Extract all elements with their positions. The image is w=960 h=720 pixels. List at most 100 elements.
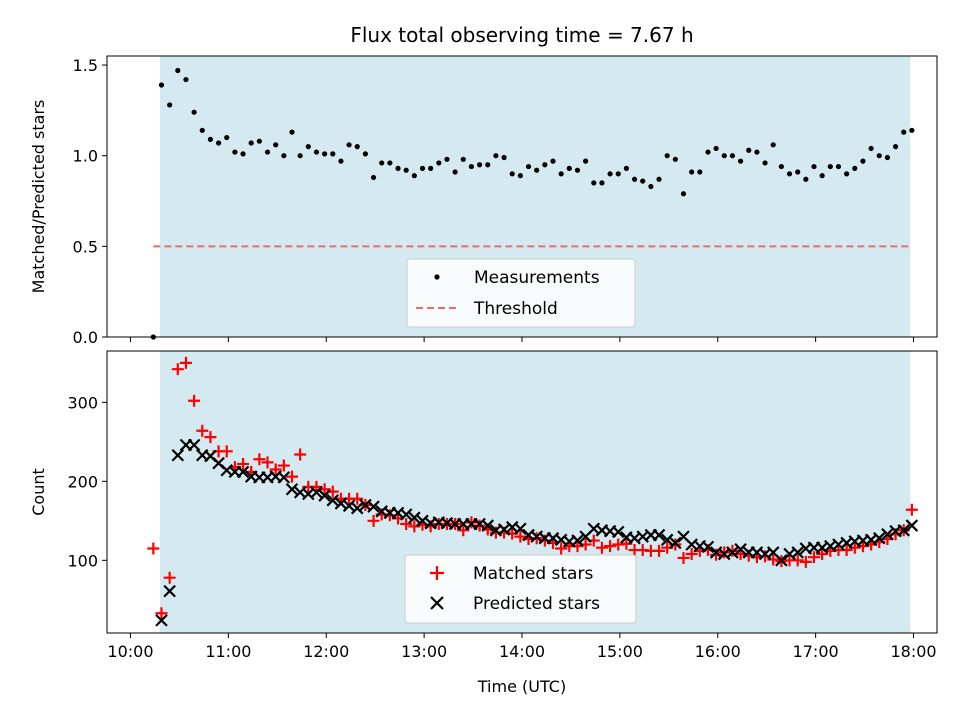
measurement-point — [844, 171, 850, 177]
matched-star-point — [653, 544, 666, 557]
measurement-points — [150, 67, 915, 340]
measurement-point — [313, 149, 320, 155]
predicted-star-point — [481, 519, 495, 532]
predicted-star-point — [163, 584, 176, 598]
top-legend-box — [406, 258, 636, 328]
predicted-star-point — [669, 536, 682, 550]
x-axis-label: Time (UTC) — [477, 677, 566, 696]
measurement-point — [892, 144, 899, 150]
predicted-star-point — [571, 534, 584, 547]
legend-predicted-marker — [430, 596, 444, 610]
predicted-star-point — [277, 471, 291, 484]
measurement-point — [158, 82, 165, 88]
x-tick-label: 15:00 — [597, 642, 643, 661]
predicted-star-point — [734, 542, 747, 556]
predicted-stars-points — [155, 438, 919, 627]
measurement-point — [240, 151, 246, 157]
measurement-point — [215, 140, 222, 146]
measurement-point — [387, 160, 393, 166]
x-tick-label: 18:00 — [890, 642, 936, 661]
predicted-star-point — [326, 494, 340, 507]
matched-star-point — [155, 607, 168, 620]
measurement-point — [354, 144, 360, 150]
predicted-star-point — [701, 540, 715, 554]
measurement-point — [379, 160, 385, 166]
y-tick-label: 200 — [67, 472, 98, 491]
matched-star-point — [237, 457, 250, 470]
measurement-point — [281, 153, 287, 159]
measurement-point — [297, 153, 303, 159]
measurement-point — [835, 163, 842, 170]
measurement-point — [224, 134, 230, 141]
measurement-point — [721, 153, 727, 159]
measurement-point — [167, 102, 173, 108]
measurement-point — [256, 138, 262, 144]
measurement-point — [476, 162, 483, 168]
matched-star-point — [367, 514, 380, 527]
matched-star-point — [269, 463, 282, 476]
matched-star-point — [188, 394, 201, 407]
measurement-point — [305, 144, 311, 150]
x-tick-label: 10:00 — [107, 642, 153, 661]
measurement-point — [542, 162, 548, 168]
x-tick-label: 16:00 — [695, 642, 741, 661]
legend-matched-label: Matched stars — [473, 564, 593, 584]
matched-star-point — [285, 470, 298, 483]
matched-star-point — [204, 431, 217, 444]
matched-star-point — [179, 356, 192, 369]
measurement-point — [444, 156, 450, 162]
measurement-point — [558, 171, 564, 177]
bottom-legend-box — [404, 554, 637, 624]
measurement-point — [901, 129, 907, 135]
measurement-point — [746, 147, 752, 153]
predicted-star-point — [367, 500, 380, 513]
measurement-point — [876, 153, 882, 159]
measurement-point — [370, 174, 377, 181]
predicted-star-point — [285, 482, 299, 496]
measurement-point — [289, 129, 295, 135]
measurement-point — [501, 154, 507, 161]
measurement-point — [403, 167, 409, 173]
measurement-point — [689, 169, 695, 175]
matched-star-point — [400, 517, 413, 530]
top-y-axis-label: Matched/Predicted stars — [29, 100, 48, 294]
predicted-star-point — [187, 438, 201, 452]
measurement-point — [199, 127, 205, 133]
matched-star-point — [220, 445, 233, 458]
measurement-point — [754, 149, 760, 155]
predicted-star-point — [775, 554, 788, 567]
legend-threshold-label: Threshold — [473, 299, 558, 319]
measurement-point — [852, 165, 858, 171]
measurement-point — [550, 158, 556, 164]
measurement-point — [338, 158, 344, 164]
matched-star-point — [473, 519, 486, 532]
y-tick-label: 300 — [67, 393, 98, 412]
matched-star-point — [710, 548, 723, 561]
legend-matched-marker — [430, 566, 444, 580]
measurement-point — [827, 163, 833, 170]
matched-star-point — [465, 516, 478, 529]
predicted-star-point — [236, 465, 250, 479]
measurement-point — [656, 176, 662, 182]
predicted-star-point — [611, 525, 625, 539]
measurement-point — [607, 171, 613, 177]
measurement-point — [248, 140, 254, 146]
predicted-star-point — [318, 489, 331, 502]
matched-star-point — [277, 459, 290, 472]
measurement-point — [436, 160, 442, 166]
measurement-point — [362, 151, 368, 157]
measurement-point — [419, 165, 426, 171]
matched-star-point — [351, 492, 364, 505]
predicted-star-point — [660, 533, 674, 547]
x-tick-label: 12:00 — [303, 642, 349, 661]
measurement-point — [713, 145, 719, 152]
predicted-star-point — [155, 614, 168, 627]
x-tick-label: 17:00 — [793, 642, 839, 661]
matched-star-point — [685, 548, 698, 561]
measurement-point — [648, 183, 654, 190]
measurement-point — [330, 151, 336, 157]
y-tick-label: 0.0 — [73, 328, 98, 347]
measurement-point — [509, 171, 515, 177]
predicted-star-point — [514, 522, 527, 536]
